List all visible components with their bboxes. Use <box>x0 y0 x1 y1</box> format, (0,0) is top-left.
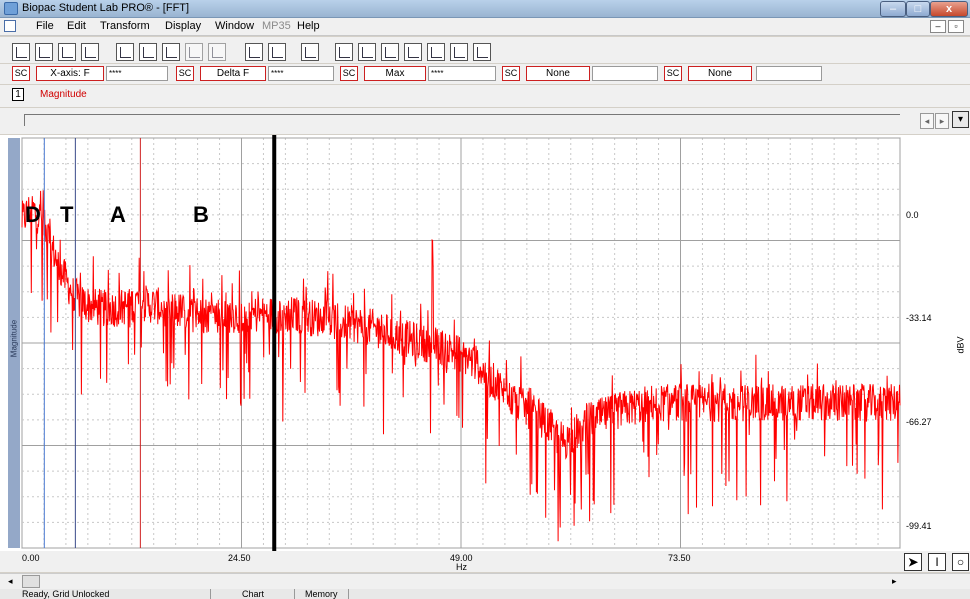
scale-icon[interactable] <box>185 43 203 61</box>
peak2-icon[interactable] <box>268 43 286 61</box>
horizontal-ruler[interactable] <box>24 114 900 126</box>
close-button[interactable]: x <box>930 1 968 17</box>
zoom-tool-icon[interactable]: ○ <box>952 553 969 571</box>
sum-icon[interactable] <box>358 43 376 61</box>
mdi-restore-button[interactable]: ▫ <box>948 20 964 33</box>
status-text: Ready, Grid Unlocked <box>22 589 110 599</box>
dropdown-button[interactable]: ▾ <box>952 111 969 128</box>
ibeam-tool-icon[interactable]: I <box>928 553 946 571</box>
hscroll-right-arrow[interactable]: ▸ <box>892 576 897 586</box>
window-title: Biopac Student Lab PRO® - [FFT] <box>22 2 190 14</box>
filter-icon[interactable] <box>81 43 99 61</box>
menu-edit[interactable]: Edit <box>67 20 86 32</box>
menu-transform[interactable]: Transform <box>100 20 150 32</box>
annotation-a: A <box>110 202 126 227</box>
x-unit-label: Hz <box>456 562 467 572</box>
scroll-left-button[interactable]: ◂ <box>920 113 934 129</box>
annotation-t: T <box>60 202 74 227</box>
y-tick-0: 0.0 <box>906 210 919 220</box>
channel-label[interactable]: Magnitude <box>40 89 87 100</box>
app-icon <box>4 2 18 15</box>
flag-icon[interactable] <box>404 43 422 61</box>
status-tab-memory[interactable]: Memory <box>305 589 338 599</box>
menu-file[interactable]: File <box>36 20 54 32</box>
horizontal-scrollbar[interactable]: ◂ ▸ <box>0 573 970 589</box>
measurement-channel-3[interactable]: SC <box>340 66 358 81</box>
status-tab-chart[interactable]: Chart <box>242 589 265 599</box>
measurement-type-2[interactable]: Delta F <box>200 66 266 81</box>
hscroll-thumb[interactable] <box>22 575 40 588</box>
table-icon[interactable] <box>335 43 353 61</box>
rewind-icon[interactable] <box>473 43 491 61</box>
chart-icon[interactable] <box>450 43 468 61</box>
measurement-channel-4[interactable]: SC <box>502 66 520 81</box>
y-unit-label: dBV <box>955 336 966 354</box>
status-separator <box>348 589 349 599</box>
status-separator <box>294 589 295 599</box>
measurement-channel-1[interactable]: SC <box>12 66 30 81</box>
menu-help[interactable]: Help <box>297 20 320 32</box>
maximize-button[interactable]: □ <box>906 1 930 17</box>
autoscale-icon[interactable] <box>58 43 76 61</box>
measurement-channel-2[interactable]: SC <box>176 66 194 81</box>
menu-display[interactable]: Display <box>165 20 202 32</box>
time-ruler-row: ◂ ▸ ▾ <box>0 108 970 134</box>
save-icon[interactable] <box>301 43 319 61</box>
x-tick-1: 24.50 <box>228 553 251 563</box>
fft-trace <box>21 190 901 542</box>
x-tick-2: 49.00 <box>450 553 473 563</box>
zoom-icon[interactable] <box>116 43 134 61</box>
x-tick-0: 0.00 <box>22 553 40 563</box>
minimize-button[interactable]: – <box>880 1 906 17</box>
menu-mp35[interactable]: MP35 <box>262 20 291 32</box>
fit-icon[interactable] <box>162 43 180 61</box>
grid-icon[interactable] <box>139 43 157 61</box>
mdi-minimize-button[interactable]: – <box>930 20 946 33</box>
channel-number-box[interactable]: 1 <box>12 88 24 101</box>
x-tick-3: 73.50 <box>668 553 691 563</box>
data-icon[interactable] <box>381 43 399 61</box>
y-axis-label-strip: Magnitude <box>8 138 20 548</box>
document-icon[interactable] <box>4 20 16 32</box>
measurement-value-1: **** <box>106 66 168 81</box>
annotation-d: D <box>25 202 41 227</box>
measurement-value-3: **** <box>428 66 496 81</box>
hscroll-left-arrow[interactable]: ◂ <box>8 576 13 586</box>
status-bar: Ready, Grid Unlocked Chart Memory <box>0 589 970 599</box>
peak-icon[interactable] <box>245 43 263 61</box>
y-tick-3: -99.41 <box>906 521 932 531</box>
scroll-right-button[interactable]: ▸ <box>935 113 949 129</box>
menu-bar: File Edit Transform Display Window MP35 … <box>0 18 970 36</box>
measurement-value-2: **** <box>268 66 334 81</box>
menu-window[interactable]: Window <box>215 20 255 32</box>
crop-icon[interactable] <box>208 43 226 61</box>
toolbar <box>0 37 970 63</box>
annotation-b: B <box>193 202 209 227</box>
status-separator <box>210 589 211 599</box>
measurement-type-5[interactable]: None <box>688 66 752 81</box>
y-tick-1: -33.14 <box>906 313 932 323</box>
overlap-icon[interactable] <box>35 43 53 61</box>
measurement-type-1[interactable]: X-axis: F <box>36 66 104 81</box>
measurement-value-4 <box>592 66 658 81</box>
measurement-type-4[interactable]: None <box>526 66 590 81</box>
channel-bar: 1 Magnitude <box>0 85 970 107</box>
measurement-bar: SC X-axis: F **** SC Delta F **** SC Max… <box>0 64 970 84</box>
journal-icon[interactable] <box>427 43 445 61</box>
measurement-value-5 <box>756 66 822 81</box>
cursor-markers <box>43 135 277 551</box>
waveform-icon[interactable] <box>12 43 30 61</box>
arrow-tool-icon[interactable]: ➤ <box>904 553 922 571</box>
measurement-channel-5[interactable]: SC <box>664 66 682 81</box>
x-axis-bar: 0.00 24.50 49.00 73.50 Hz ➤ I ○ <box>0 551 970 572</box>
title-bar: Biopac Student Lab PRO® - [FFT] – □ x <box>0 0 970 18</box>
y-tick-2: -66.27 <box>906 417 932 427</box>
measurement-type-3[interactable]: Max <box>364 66 426 81</box>
